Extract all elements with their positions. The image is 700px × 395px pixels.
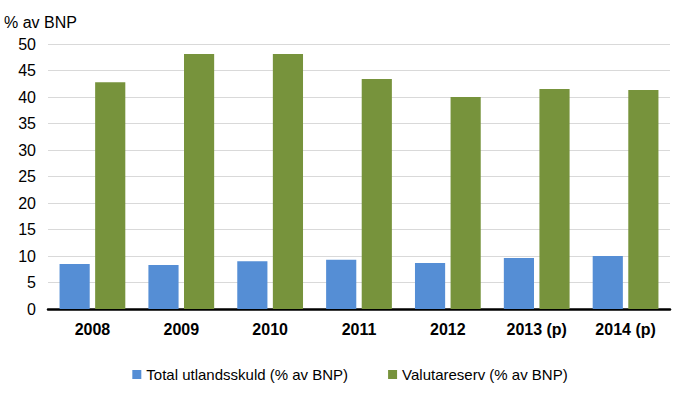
svg-text:0: 0 [27, 301, 36, 318]
svg-text:Total utlandsskuld (% av BNP): Total utlandsskuld (% av BNP) [146, 366, 348, 383]
svg-text:2009: 2009 [163, 321, 199, 338]
svg-text:5: 5 [27, 274, 36, 291]
svg-text:2011: 2011 [342, 321, 377, 338]
svg-text:% av BNP: % av BNP [4, 14, 77, 31]
svg-text:2013 (p): 2013 (p) [506, 321, 566, 338]
svg-text:30: 30 [18, 142, 36, 159]
svg-text:2014 (p): 2014 (p) [595, 321, 655, 338]
svg-text:25: 25 [18, 168, 36, 185]
svg-text:15: 15 [18, 221, 36, 238]
svg-text:40: 40 [18, 89, 36, 106]
svg-text:2012: 2012 [430, 321, 466, 338]
svg-text:45: 45 [18, 62, 36, 79]
svg-text:Valutareserv (% av BNP): Valutareserv (% av BNP) [402, 366, 568, 383]
svg-text:35: 35 [18, 115, 36, 132]
svg-text:20: 20 [18, 195, 36, 212]
svg-text:2010: 2010 [252, 321, 288, 338]
svg-text:2008: 2008 [75, 321, 111, 338]
svg-text:50: 50 [18, 36, 36, 53]
svg-text:10: 10 [18, 248, 36, 265]
